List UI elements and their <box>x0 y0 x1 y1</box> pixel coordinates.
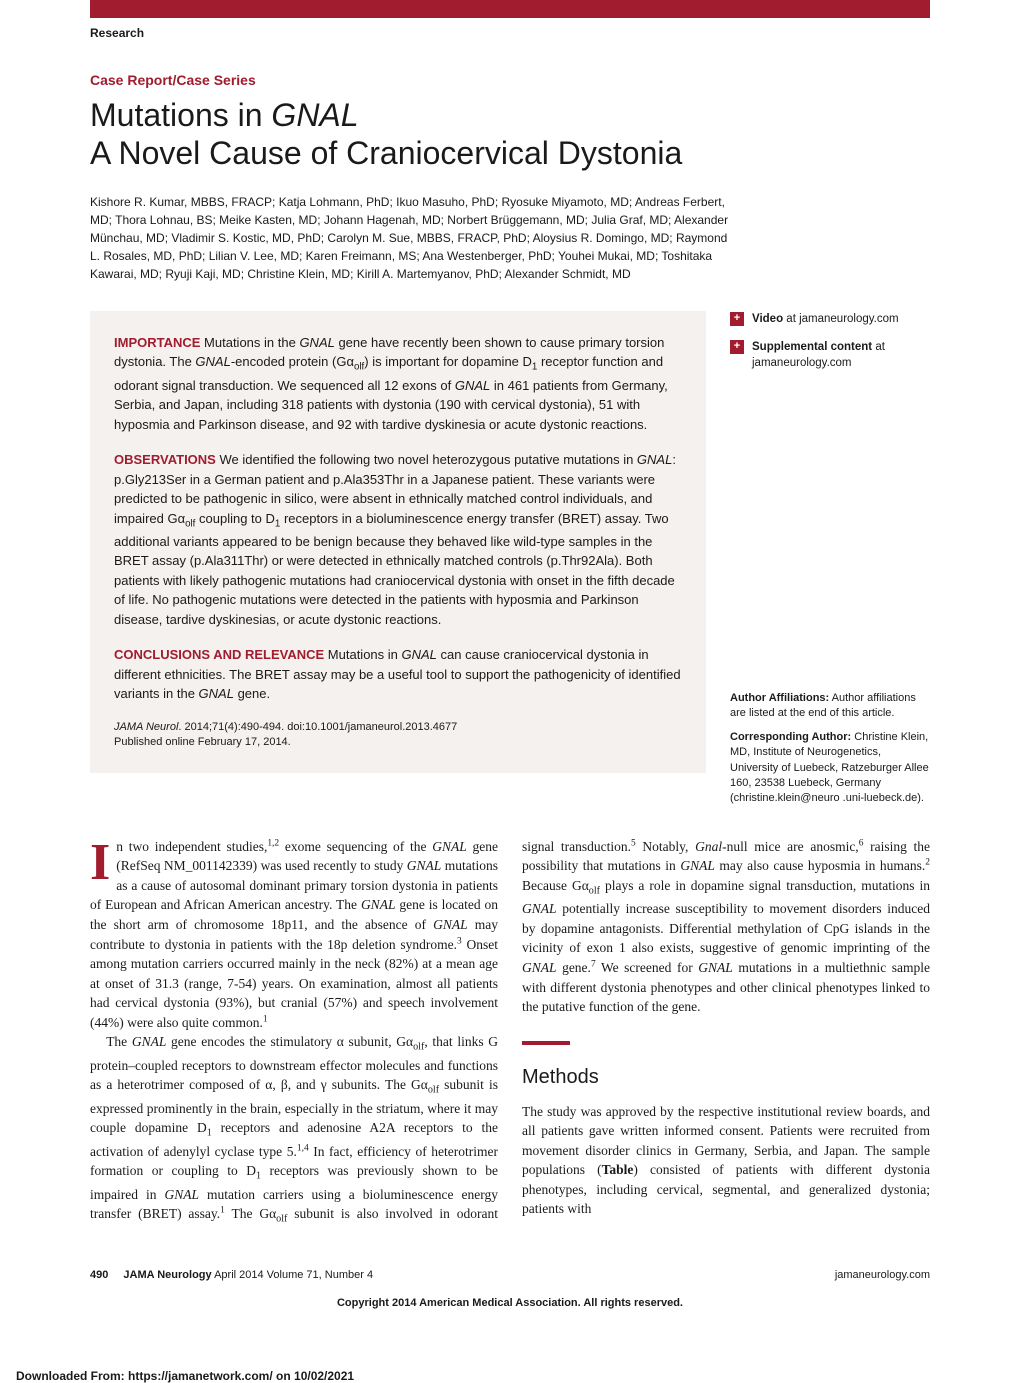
video-link[interactable]: + Video at jamaneurology.com <box>730 311 930 327</box>
video-src: at jamaneurology.com <box>783 313 898 325</box>
issue-info: April 2014 Volume 71, Number 4 <box>212 1269 373 1281</box>
citation-pubdate: Published online February 17, 2014. <box>114 736 291 748</box>
body-text: In two independent studies,1,2 exome seq… <box>90 837 930 1228</box>
plus-icon: + <box>730 340 744 354</box>
corr-label: Corresponding Author: <box>730 731 851 743</box>
download-note: Downloaded From: https://jamanetwork.com… <box>0 1369 1020 1383</box>
journal-name: JAMA Neurology <box>123 1269 211 1281</box>
citation: JAMA Neurol. 2014;71(4):490-494. doi:10.… <box>114 720 682 751</box>
abstract-importance: IMPORTANCE Mutations in the GNAL gene ha… <box>114 333 682 434</box>
title-gene: GNAL <box>271 97 358 133</box>
plus-icon: + <box>730 312 744 326</box>
article-type: Case Report/Case Series <box>90 72 930 88</box>
affil-label: Author Affiliations: <box>730 692 829 704</box>
section-rule <box>522 1041 570 1045</box>
observations-label: OBSERVATIONS <box>114 452 216 467</box>
title-pre: Mutations in <box>90 97 271 133</box>
footer-url: jamaneurology.com <box>835 1269 930 1281</box>
conclusions-label: CONCLUSIONS AND RELEVANCE <box>114 647 324 662</box>
importance-label: IMPORTANCE <box>114 335 200 350</box>
page-number: 490 <box>90 1269 108 1281</box>
sidebar: + Video at jamaneurology.com + Supplemen… <box>730 311 930 815</box>
copyright: Copyright 2014 American Medical Associat… <box>90 1297 930 1309</box>
research-label: Research <box>90 26 930 40</box>
citation-journal: JAMA Neurol <box>114 721 178 733</box>
article-title: Mutations in GNAL A Novel Cause of Crani… <box>90 96 930 173</box>
title-line2: A Novel Cause of Craniocervical Dystonia <box>90 135 682 171</box>
author-affiliations: Author Affiliations: Author affiliations… <box>730 691 930 807</box>
video-label: Video <box>752 313 783 325</box>
dropcap: I <box>90 837 116 885</box>
abstract-observations: OBSERVATIONS We identified the following… <box>114 450 682 629</box>
citation-detail: . 2014;71(4):490-494. doi:10.1001/jamane… <box>178 721 457 733</box>
methods-heading: Methods <box>522 1063 930 1092</box>
top-red-bar <box>90 0 930 18</box>
abstract-conclusions: CONCLUSIONS AND RELEVANCE Mutations in G… <box>114 645 682 704</box>
author-list: Kishore R. Kumar, MBBS, FRACP; Katja Loh… <box>90 193 730 283</box>
supp-label: Supplemental content <box>752 341 872 353</box>
supplemental-link[interactable]: + Supplemental content at jamaneurology.… <box>730 339 930 371</box>
abstract-box: IMPORTANCE Mutations in the GNAL gene ha… <box>90 311 706 773</box>
page-footer: 490 JAMA Neurology April 2014 Volume 71,… <box>90 1259 930 1281</box>
observations-text: We identified the following two novel he… <box>114 452 676 627</box>
